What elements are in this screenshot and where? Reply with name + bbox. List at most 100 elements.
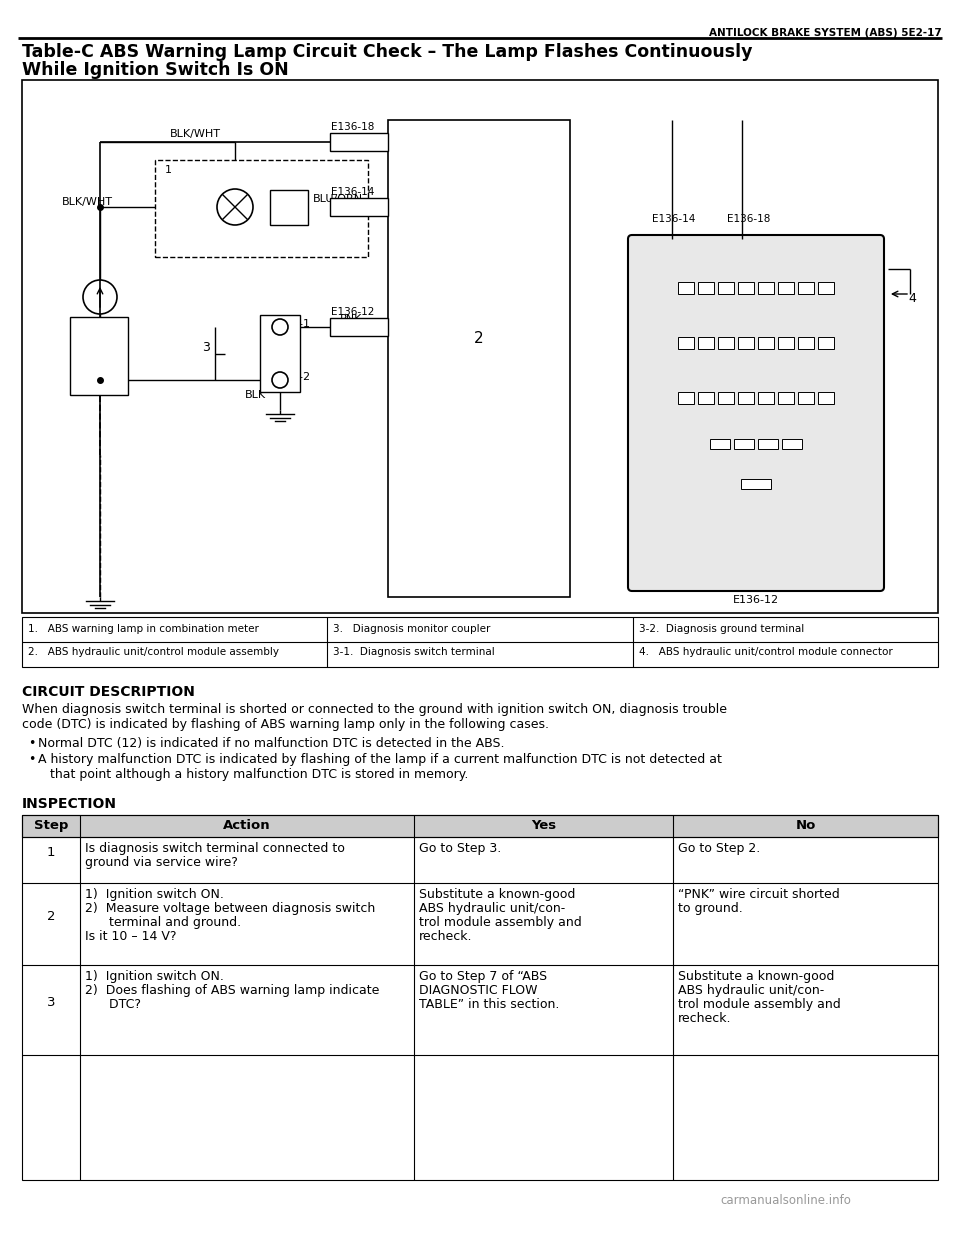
Text: to ground.: to ground.: [679, 902, 743, 915]
Bar: [758, 391, 774, 404]
Text: terminal and ground.: terminal and ground.: [84, 916, 241, 929]
Text: ground via service wire?: ground via service wire?: [84, 856, 237, 869]
Text: Action: Action: [223, 819, 271, 832]
Text: 2)  Does flashing of ABS warning lamp indicate: 2) Does flashing of ABS warning lamp ind…: [84, 984, 379, 997]
Text: 2: 2: [47, 910, 55, 924]
Bar: [778, 282, 794, 294]
Bar: [22, 80, 938, 613]
Text: 2)  Measure voltage between diagnosis switch: 2) Measure voltage between diagnosis swi…: [84, 902, 375, 915]
Bar: [798, 282, 814, 294]
Bar: [698, 282, 714, 294]
Text: BLK/WHT: BLK/WHT: [170, 128, 221, 140]
Bar: [738, 282, 754, 294]
Bar: [778, 337, 794, 350]
Text: •: •: [28, 737, 36, 750]
Bar: [782, 438, 802, 450]
Text: 2.   ABS hydraulic unit/control module assembly: 2. ABS hydraulic unit/control module ass…: [28, 647, 279, 657]
Text: 4: 4: [908, 293, 916, 305]
Text: Go to Step 3.: Go to Step 3.: [420, 842, 501, 855]
Bar: [818, 282, 834, 294]
Bar: [710, 438, 730, 450]
Text: INSPECTION: INSPECTION: [22, 797, 117, 811]
Bar: [734, 438, 754, 450]
Bar: [678, 391, 694, 404]
Bar: [798, 391, 814, 404]
Bar: [718, 337, 734, 350]
Text: 3-1: 3-1: [292, 319, 310, 329]
Text: 1)  Ignition switch ON.: 1) Ignition switch ON.: [84, 969, 224, 983]
Bar: [678, 337, 694, 350]
Text: 1: 1: [47, 846, 55, 860]
Text: that point although a history malfunction DTC is stored in memory.: that point although a history malfunctio…: [50, 768, 468, 781]
Text: 2: 2: [474, 331, 484, 346]
Text: BLK: BLK: [245, 390, 266, 400]
Text: When diagnosis switch terminal is shorted or connected to the ground with igniti: When diagnosis switch terminal is shorte…: [22, 703, 727, 716]
Text: PNK: PNK: [340, 314, 362, 324]
Text: 1: 1: [165, 165, 172, 175]
Text: BLU/ORN: BLU/ORN: [313, 194, 363, 204]
Text: recheck.: recheck.: [420, 930, 472, 944]
Text: Step: Step: [34, 819, 68, 832]
Text: •: •: [28, 753, 36, 766]
Text: E136-12: E136-12: [331, 308, 374, 317]
Text: A history malfunction DTC is indicated by flashing of the lamp if a current malf: A history malfunction DTC is indicated b…: [38, 753, 722, 766]
Text: Substitute a known-good: Substitute a known-good: [679, 969, 834, 983]
Text: E136-14: E136-14: [652, 214, 695, 224]
Text: E136-18: E136-18: [331, 122, 374, 132]
Text: While Ignition Switch Is ON: While Ignition Switch Is ON: [22, 61, 289, 79]
Text: Yes: Yes: [531, 819, 556, 832]
Text: Is it 10 – 14 V?: Is it 10 – 14 V?: [84, 930, 177, 944]
Text: ABS hydraulic unit/con-: ABS hydraulic unit/con-: [420, 902, 565, 915]
Bar: [155, 161, 368, 257]
Text: 3-1.  Diagnosis switch terminal: 3-1. Diagnosis switch terminal: [333, 647, 495, 657]
Text: carmanualsonline.info: carmanualsonline.info: [720, 1194, 851, 1207]
Text: BLK/WHT: BLK/WHT: [62, 198, 113, 207]
Text: 1.   ABS warning lamp in combination meter: 1. ABS warning lamp in combination meter: [28, 624, 259, 634]
Bar: [738, 391, 754, 404]
Text: ABS hydraulic unit/con-: ABS hydraulic unit/con-: [679, 984, 825, 997]
Text: trol module assembly and: trol module assembly and: [679, 998, 841, 1011]
Text: E136-14: E136-14: [331, 186, 374, 198]
Bar: [818, 337, 834, 350]
Bar: [678, 282, 694, 294]
Text: 3-2: 3-2: [292, 372, 310, 382]
Text: Go to Step 2.: Go to Step 2.: [679, 842, 760, 855]
Text: 3.   Diagnosis monitor coupler: 3. Diagnosis monitor coupler: [333, 624, 491, 634]
Text: No: No: [796, 819, 816, 832]
Text: 3: 3: [47, 997, 55, 1009]
Bar: [758, 337, 774, 350]
Bar: [758, 438, 778, 450]
Bar: [22, 815, 938, 1179]
Text: code (DTC) is indicated by flashing of ABS warning lamp only in the following ca: code (DTC) is indicated by flashing of A…: [22, 718, 549, 731]
Text: 3-2.  Diagnosis ground terminal: 3-2. Diagnosis ground terminal: [638, 624, 804, 634]
Text: ANTILOCK BRAKE SYSTEM (ABS) 5E2-17: ANTILOCK BRAKE SYSTEM (ABS) 5E2-17: [709, 28, 942, 38]
Bar: [698, 391, 714, 404]
Text: Is diagnosis switch terminal connected to: Is diagnosis switch terminal connected t…: [84, 842, 345, 855]
Bar: [260, 315, 300, 391]
Text: E136-12: E136-12: [732, 595, 780, 605]
Text: CIRCUIT DESCRIPTION: CIRCUIT DESCRIPTION: [22, 685, 195, 699]
Bar: [738, 337, 754, 350]
Bar: [798, 337, 814, 350]
Text: recheck.: recheck.: [679, 1011, 732, 1025]
Bar: [718, 391, 734, 404]
Bar: [388, 120, 570, 597]
Text: Normal DTC (12) is indicated if no malfunction DTC is detected in the ABS.: Normal DTC (12) is indicated if no malfu…: [38, 737, 505, 750]
Text: Substitute a known-good: Substitute a known-good: [420, 888, 575, 902]
Text: Table-C ABS Warning Lamp Circuit Check – The Lamp Flashes Continuously: Table-C ABS Warning Lamp Circuit Check –…: [22, 43, 753, 61]
Bar: [778, 391, 794, 404]
Bar: [330, 317, 388, 336]
Bar: [70, 317, 128, 395]
Bar: [758, 282, 774, 294]
Text: 3: 3: [203, 341, 210, 354]
Text: DTC?: DTC?: [84, 998, 141, 1011]
Text: trol module assembly and: trol module assembly and: [420, 916, 582, 929]
Bar: [718, 282, 734, 294]
Text: Go to Step 7 of “ABS: Go to Step 7 of “ABS: [420, 969, 547, 983]
Bar: [818, 391, 834, 404]
Bar: [22, 815, 938, 837]
Bar: [22, 618, 938, 667]
Bar: [741, 479, 771, 489]
Text: 4.   ABS hydraulic unit/control module connector: 4. ABS hydraulic unit/control module con…: [638, 647, 893, 657]
Text: “PNK” wire circuit shorted: “PNK” wire circuit shorted: [679, 888, 840, 902]
